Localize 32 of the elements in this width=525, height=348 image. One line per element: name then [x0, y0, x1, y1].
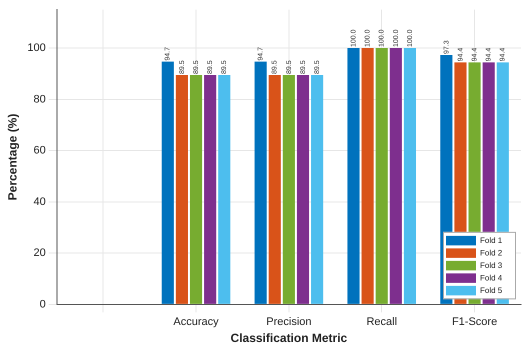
bar [296, 74, 310, 304]
bar [254, 62, 267, 304]
bar [190, 74, 202, 304]
bar [347, 48, 360, 304]
legend-label: Fold 2 [480, 248, 503, 258]
legend-label: Fold 1 [480, 236, 503, 245]
x-tick-label: Precision [266, 316, 312, 328]
y-tick-label: 40 [34, 196, 46, 208]
y-tick-label: 0 [40, 298, 46, 310]
legend-label: Fold 5 [480, 286, 503, 295]
legend-label: Fold 4 [480, 273, 503, 282]
bar [176, 74, 188, 304]
bar [268, 74, 281, 304]
y-tick-label: 100 [27, 42, 46, 54]
bar [376, 48, 388, 304]
bar [162, 62, 174, 304]
bar [404, 48, 416, 304]
x-tick-label: Recall [366, 316, 398, 328]
y-axis-title: Percentage (%) [6, 114, 20, 200]
y-tick-label: 20 [34, 247, 46, 260]
bar [218, 74, 230, 304]
x-axis-title: Classification Metric [230, 331, 348, 346]
bar [204, 74, 216, 304]
y-tick-label: 80 [34, 93, 46, 106]
x-tick-label: F1-Score [452, 316, 498, 328]
bar [311, 74, 324, 304]
y-tick-label: 60 [34, 144, 46, 157]
bar [362, 48, 374, 304]
legend-label: Fold 3 [480, 260, 503, 270]
bar [282, 74, 295, 304]
x-tick-label: Accuracy [173, 316, 220, 328]
bar [390, 48, 402, 304]
